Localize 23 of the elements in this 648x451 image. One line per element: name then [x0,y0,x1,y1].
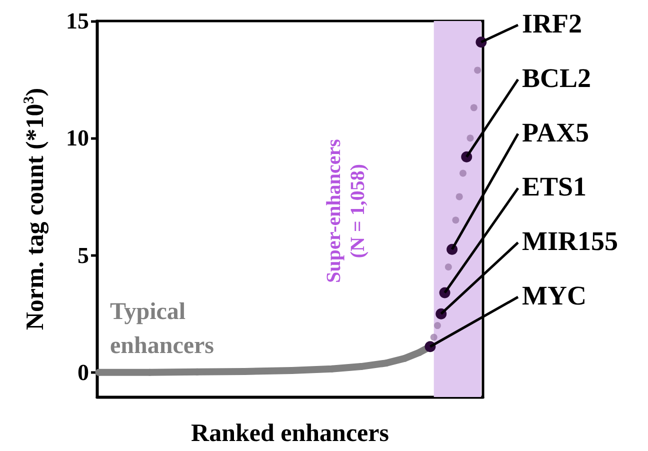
point [434,322,441,330]
y-tick-label: 15 [66,8,89,34]
point [459,170,466,177]
annotation: Typical enhancers [110,299,214,359]
y-tick-label: 10 [66,126,89,151]
x-axis-title: Ranked enhancers [191,420,390,447]
point [456,193,463,200]
text: BCL2 [522,62,592,93]
point [474,66,482,74]
text: ETS1 [522,172,587,202]
text: MIR155 [522,226,618,256]
annotation: Super-enhancers (N = 1,058) [322,138,369,283]
point [466,134,474,142]
text: PAX5 [522,117,589,148]
point [430,334,438,341]
text: IRF2 [522,8,582,38]
point [444,263,452,270]
y-tick-label: 5 [78,242,89,268]
y-axis-title: Norm. tag count (*103) [22,88,49,330]
text: MYC [522,280,586,310]
y-tick-label: 0 [78,360,89,385]
point [452,216,460,224]
point [470,104,478,112]
